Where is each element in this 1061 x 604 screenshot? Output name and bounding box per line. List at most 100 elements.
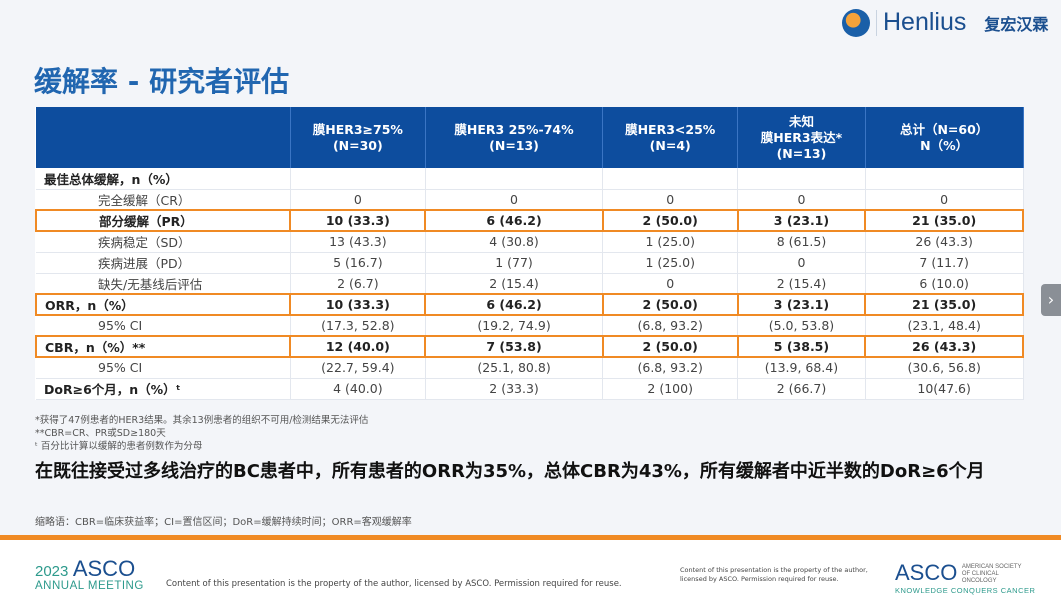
table-cell: 0 (602, 273, 739, 295)
table-cell: (13.9, 68.4) (737, 357, 866, 379)
column-header: 膜HER3≥75% (N=30) (290, 107, 426, 168)
logo-tagline: KNOWLEDGE CONQUERS CANCER (895, 586, 1036, 595)
footer-divider (0, 535, 1061, 540)
table-cell: 5 (16.7) (290, 252, 426, 274)
footnotes: *获得了47例患者的HER3结果。其余13例患者的组织不可用/检测结果无法评估 … (35, 414, 368, 453)
table-cell: 8 (61.5) (737, 231, 866, 253)
table-cell: 6 (10.0) (865, 273, 1024, 295)
table-cell: 7 (11.7) (865, 252, 1024, 274)
table-cell: (5.0, 53.8) (737, 315, 866, 337)
table-cell: 0 (865, 189, 1024, 211)
row-label: DoR≥6个月，n（%）ᵗ (36, 378, 291, 400)
table-cell: 12 (40.0) (289, 335, 427, 358)
brand-cn: 复宏汉霖 (984, 14, 1049, 34)
chevron-right-icon: › (1047, 290, 1055, 309)
table-row: 完全缓解（CR） 0 0 0 0 0 (36, 189, 1024, 211)
table-cell: (19.2, 74.9) (425, 315, 604, 337)
table-cell: 26 (43.3) (864, 335, 1024, 358)
table-row: 95% CI (22.7, 59.4) (25.1, 80.8) (6.8, 93.2… (36, 357, 1024, 379)
logo-asco: ASCO (895, 560, 958, 585)
footnote: ᵗ 百分比计算以缓解的患者例数作为分母 (35, 441, 203, 452)
table-cell: (6.8, 93.2) (602, 357, 739, 379)
next-slide-button[interactable]: › (1041, 284, 1061, 316)
abbreviations: 缩略语：CBR=临床获益率；CI=置信区间；DoR=缓解持续时间；ORR=客观缓… (35, 517, 412, 528)
table-cell: 3 (23.1) (736, 293, 867, 316)
row-label: 缺失/无基线后评估 (36, 273, 291, 295)
table-cell: 2 (33.3) (425, 378, 604, 400)
table-cell: 4 (40.0) (290, 378, 426, 400)
brand-name: Henlius (883, 8, 967, 36)
footnote: **CBR=CR、PR或SD≥180天 (35, 428, 166, 439)
logo-year: 2023 (35, 563, 69, 580)
table-cell: 0 (290, 189, 426, 211)
copyright-notice: Content of this presentation is the prop… (166, 579, 622, 589)
table-cell: 21 (35.0) (864, 209, 1024, 232)
table-cell: (22.7, 59.4) (290, 357, 426, 379)
asco-society-logo: ASCO AMERICAN SOCIETY OF CLINICAL ONCOLO… (895, 560, 1035, 595)
table-cell: 3 (23.1) (736, 209, 867, 232)
table-cell: (17.3, 52.8) (290, 315, 426, 337)
copyright-notice-small: Content of this presentation is the prop… (680, 566, 868, 583)
table-cell: 1 (25.0) (602, 231, 739, 253)
table-cell: 6 (46.2) (424, 209, 604, 232)
table-cell: (23.1, 48.4) (865, 315, 1024, 337)
table-row: 最佳总体缓解，n（%） (36, 168, 1024, 190)
table-cell: 6 (46.2) (424, 293, 604, 316)
table-cell: 10 (33.3) (289, 293, 427, 316)
table-cell: 2 (50.0) (601, 209, 739, 232)
table-cell: 2 (100) (602, 378, 739, 400)
table-cell: 2 (15.4) (737, 273, 866, 295)
table-cell: 2 (15.4) (425, 273, 604, 295)
footnote: *获得了47例患者的HER3结果。其余13例患者的组织不可用/检测结果无法评估 (35, 415, 369, 426)
column-header: 总计（N=60） N（%） (865, 107, 1024, 168)
table-cell: 0 (602, 189, 739, 211)
table-cell: 2 (50.0) (601, 335, 739, 358)
table-row: DoR≥6个月，n（%）ᵗ 4 (40.0) 2 (33.3) 2 (100) 2 (6… (36, 378, 1024, 400)
table-cell: 0 (737, 252, 866, 274)
logo-society: AMERICAN SOCIETY OF CLINICAL ONCOLOGY (961, 564, 1022, 584)
table-cell: (6.8, 93.2) (602, 315, 739, 337)
table-cell: 7 (53.8) (424, 335, 604, 358)
footer (0, 540, 1061, 604)
table-cell (425, 168, 604, 190)
henlius-logo-icon (842, 8, 870, 37)
henlius-logo: Henlius 复宏汉霖 (842, 8, 1048, 37)
table-cell: 5 (38.5) (736, 335, 867, 358)
table-cell: (30.6, 56.8) (865, 357, 1024, 379)
column-header: 膜HER3<25% (N=4) (602, 107, 739, 168)
table-cell: 2 (66.7) (737, 378, 866, 400)
table-cell: 26 (43.3) (865, 231, 1024, 253)
table-cell: 0 (737, 189, 866, 211)
column-header: 未知 膜HER3表达* (N=13) (737, 107, 866, 168)
table-cell: (25.1, 80.8) (425, 357, 604, 379)
row-label: 疾病稳定（SD） (36, 231, 291, 253)
table-row: 疾病进展（PD） 5 (16.7) 1 (77) 1 (25.0) 0 7 (11.7) (36, 252, 1024, 274)
column-header: 膜HER3 25%-74% (N=13) (425, 107, 604, 168)
table-cell (290, 168, 426, 190)
table-cell: 2 (50.0) (601, 293, 739, 316)
row-label: 部分缓解（PR） (34, 209, 292, 232)
table-cell: 2 (6.7) (290, 273, 426, 295)
row-label: ORR，n（%） (34, 293, 292, 316)
row-label: 95% CI (36, 315, 291, 337)
conclusion: 在既往接受过多线治疗的BC患者中，所有患者的ORR为35%，总体CBR为43%，… (35, 461, 985, 482)
table-cell: 21 (35.0) (864, 293, 1024, 316)
table-cell (737, 168, 866, 190)
table-cell: 13 (43.3) (290, 231, 426, 253)
logo-asco: ASCO (72, 556, 136, 581)
page-title: 缓解率 - 研究者评估 (34, 65, 290, 98)
table-row: 缺失/无基线后评估 2 (6.7) 2 (15.4) 0 2 (15.4) 6 (10.0… (36, 273, 1024, 295)
table-cell: 1 (25.0) (602, 252, 739, 274)
table-row: CBR，n（%）** 12 (40.0) 7 (53.8) 2 (50.0) 5 (38… (34, 335, 1024, 358)
table-cell (602, 168, 739, 190)
logo-divider (876, 9, 877, 36)
table-row: 95% CI (17.3, 52.8) (19.2, 74.9) (6.8, 93.2… (36, 315, 1024, 337)
logo-meeting: ANNUAL MEETING (35, 580, 144, 592)
column-header (36, 107, 291, 168)
row-label: 完全缓解（CR） (36, 189, 291, 211)
table-cell: 10(47.6) (865, 378, 1024, 400)
table-row: ORR，n（%） 10 (33.3) 6 (46.2) 2 (50.0) 3 (23.1… (34, 293, 1024, 316)
row-label: 疾病进展（PD） (36, 252, 291, 274)
table-row: 部分缓解（PR） 10 (33.3) 6 (46.2) 2 (50.0) 3 (23.1… (34, 209, 1024, 232)
asco-annual-meeting-logo: 2023 ASCO ANNUAL MEETING (35, 556, 144, 592)
